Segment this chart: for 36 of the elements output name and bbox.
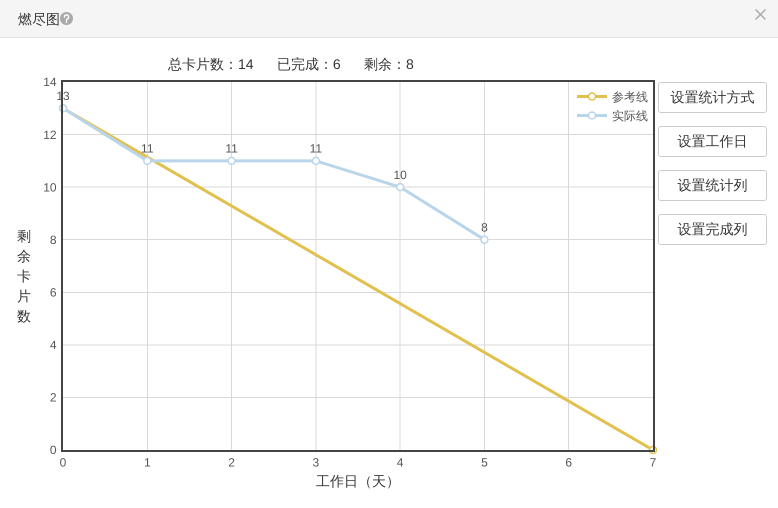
x-tick-label: 5 (481, 455, 488, 470)
point (396, 182, 404, 192)
data-label: 11 (141, 141, 154, 156)
x-tick-label: 1 (144, 455, 151, 470)
chart-subtitle: 总卡片数：14 已完成：6 剩余：8 (168, 55, 414, 73)
button[interactable]: 设置工作日 (658, 126, 767, 157)
point (312, 156, 320, 166)
x-tick-label: 7 (650, 455, 657, 470)
point (143, 156, 152, 166)
y-tick-label: 0 (50, 443, 57, 458)
data-label: 11 (225, 141, 238, 156)
y-axis-title: 剩余卡片数 (17, 228, 31, 324)
y-tick-label: 12 (43, 128, 57, 142)
y-tick-label: 2 (50, 390, 57, 405)
legend-label: 实际线 (612, 109, 648, 124)
y-tick-label: 4 (50, 338, 57, 352)
x-axis-title: 工作日（天） (316, 473, 400, 490)
y-tick-label: 10 (43, 180, 57, 194)
button[interactable]: 设置统计方式 (658, 82, 767, 113)
button[interactable]: 设置完成列 (658, 214, 767, 245)
x-tick-label: 3 (312, 455, 320, 470)
data-label: 8 (481, 220, 488, 234)
x-tick-label: 2 (228, 455, 236, 470)
x-tick-label: 4 (396, 455, 404, 470)
legend-label: 参考线 (612, 90, 648, 104)
data-label: 11 (310, 141, 322, 156)
point (227, 156, 236, 166)
button[interactable]: 设置统计列 (658, 170, 767, 201)
chart-title: 燃尽图 (18, 10, 60, 28)
y-tick-label: 6 (50, 285, 57, 300)
data-label: 10 (393, 168, 408, 182)
x-tick-label: 0 (60, 455, 67, 470)
y-tick-label: 8 (50, 232, 57, 247)
x-tick-label: 6 (565, 455, 572, 470)
point (480, 235, 489, 244)
y-tick-label: 14 (43, 75, 57, 90)
